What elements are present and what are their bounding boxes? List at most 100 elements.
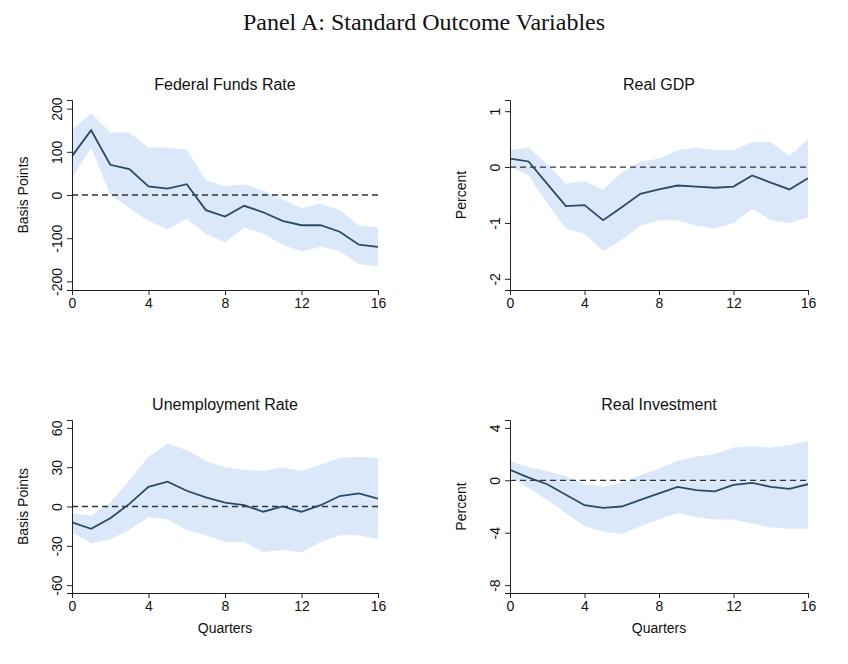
subplot-title: Unemployment Rate: [152, 396, 298, 413]
y-tick-label: -200: [49, 268, 65, 296]
confidence-band: [510, 139, 808, 251]
y-tick-mark: [505, 428, 510, 429]
x-tick: 16: [371, 290, 387, 311]
x-tick-label: 4: [581, 598, 589, 614]
y-tick: -100: [49, 224, 72, 252]
confidence-band: [72, 444, 378, 553]
y-tick-label: -1: [487, 217, 503, 230]
figure: Panel A: Standard Outcome Variables04812…: [0, 0, 848, 664]
y-tick-mark: [67, 546, 72, 547]
y-tick: -4: [487, 527, 510, 540]
y-tick-mark: [67, 195, 72, 196]
y-tick-label: 0: [487, 477, 503, 485]
y-tick: -2: [487, 273, 510, 286]
y-axis: -200 -100 0 100 200: [49, 97, 73, 296]
y-tick-mark: [505, 279, 510, 280]
y-tick: 0: [49, 191, 72, 199]
plot-area: [510, 139, 808, 251]
x-tick: 12: [294, 290, 310, 311]
subplot: 0 4 8 12 16 -200 -100 0 100 200 Federal Funds Rate…: [15, 76, 386, 311]
x-axis: 0481216: [69, 290, 387, 311]
series-line: [510, 159, 808, 220]
x-tick-label: 8: [656, 295, 664, 311]
x-tick-label: 4: [581, 295, 589, 311]
y-tick-label: 60: [49, 420, 65, 436]
y-tick: 30: [49, 460, 72, 476]
plot-area: [72, 113, 378, 266]
x-tick: 12: [726, 593, 742, 614]
y-axis-title: Basis Points: [15, 468, 31, 545]
x-tick: 8: [222, 593, 230, 614]
y-axis-line: [67, 101, 73, 291]
x-tick: 12: [726, 290, 742, 311]
x-tick-label: 12: [726, 598, 742, 614]
x-tick-label: 4: [145, 598, 153, 614]
y-axis-line: [505, 101, 511, 291]
y-tick: 0: [49, 503, 72, 511]
x-tick-label: 12: [294, 295, 310, 311]
y-tick-label: 200: [49, 97, 65, 121]
reference-line: [72, 194, 378, 195]
x-tick: 4: [145, 593, 153, 614]
y-tick-label: -8: [487, 579, 503, 592]
y-tick: 4: [487, 424, 510, 432]
x-tick-label: 8: [656, 598, 664, 614]
y-tick-label: 0: [49, 503, 65, 511]
x-tick-label: 16: [801, 598, 817, 614]
x-tick: 4: [145, 290, 153, 311]
y-tick-label: 30: [49, 460, 65, 476]
x-axis: 0 4 8 12 16: [507, 593, 817, 614]
x-tick-label: 4: [145, 295, 153, 311]
y-axis: -8 -4 0 4: [487, 421, 511, 594]
y-tick-mark: [67, 238, 72, 239]
y-tick-mark: [505, 223, 510, 224]
subplot-title: Federal Funds Rate: [154, 76, 296, 93]
y-axis-title: Percent: [453, 171, 469, 219]
y-axis: -60 -30 0 30 60: [49, 420, 73, 595]
series-line: [72, 130, 378, 247]
plot-area: [72, 444, 378, 553]
subplot-title: Real Investment: [601, 396, 717, 413]
panel-title: Panel A: Standard Outcome Variables: [243, 9, 605, 35]
y-tick: -30: [49, 536, 72, 556]
y-tick-label: -60: [49, 575, 65, 595]
x-axis-title: Quarters: [632, 620, 686, 636]
x-tick-label: 8: [222, 598, 230, 614]
y-tick: 100: [49, 140, 72, 164]
x-tick: 0: [507, 593, 515, 614]
subplot: 0481216-2-101Real GDPPercent: [453, 76, 816, 311]
reference-line: [510, 166, 808, 167]
x-tick-label: 0: [69, 598, 77, 614]
reference-line: [72, 506, 378, 507]
y-tick-label: -4: [487, 527, 503, 540]
y-tick: 0: [487, 477, 510, 485]
y-tick: 1: [487, 108, 510, 116]
x-axis: 0 4 8 12 16: [69, 593, 387, 614]
y-tick-mark: [67, 585, 72, 586]
y-tick-label: -30: [49, 536, 65, 556]
series-line: [510, 470, 808, 508]
y-tick-label: 1: [487, 108, 503, 116]
subplot: 0481216-8-404Real InvestmentPercentQuart…: [453, 396, 816, 636]
x-tick: 16: [371, 593, 387, 614]
x-tick: 8: [222, 290, 230, 311]
y-tick: -60: [49, 575, 72, 595]
y-tick-mark: [67, 109, 72, 110]
y-tick: 60: [49, 420, 72, 436]
y-tick-label: 100: [49, 140, 65, 164]
x-tick-label: 8: [222, 295, 230, 311]
subplot: 0 4 8 12 16 -60 -30 0 30 60 Unemployment Rate Basis…: [15, 396, 386, 636]
series-line: [72, 482, 378, 529]
y-tick-mark: [67, 428, 72, 429]
y-tick: -200: [49, 268, 72, 296]
x-tick-label: 12: [726, 295, 742, 311]
y-tick: 200: [49, 97, 72, 121]
y-tick-label: 0: [487, 163, 503, 171]
y-tick: -8: [487, 579, 510, 592]
y-tick: 0: [487, 163, 510, 171]
confidence-band: [510, 441, 808, 534]
x-tick: 4: [581, 290, 589, 311]
y-tick-mark: [67, 281, 72, 282]
x-tick: 8: [656, 593, 664, 614]
x-tick: 12: [294, 593, 310, 614]
